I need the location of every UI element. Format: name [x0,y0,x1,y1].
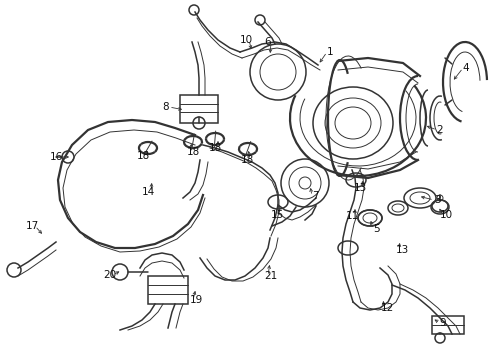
Text: 18: 18 [208,143,221,153]
Text: 2: 2 [437,125,443,135]
Text: 5: 5 [373,224,379,234]
Text: 18: 18 [241,155,254,165]
Text: 10: 10 [240,35,252,45]
Text: 13: 13 [395,245,409,255]
Text: 13: 13 [353,183,367,193]
Text: 18: 18 [186,147,199,157]
Bar [148,276,188,304]
Bar [180,95,218,123]
Text: 18: 18 [136,151,149,161]
Text: 1: 1 [327,47,333,57]
Text: 12: 12 [380,303,393,313]
Text: 16: 16 [49,152,63,162]
Text: 10: 10 [440,210,453,220]
Text: 9: 9 [440,318,446,328]
Text: 8: 8 [163,102,170,112]
Text: 15: 15 [270,210,284,220]
Text: 7: 7 [312,191,318,201]
Bar [432,316,464,334]
Text: 11: 11 [345,211,359,221]
Text: 6: 6 [265,37,271,47]
Text: 20: 20 [103,270,117,280]
Text: 21: 21 [265,271,278,281]
Text: 4: 4 [463,63,469,73]
Text: 3: 3 [434,195,441,205]
Text: 19: 19 [189,295,203,305]
Text: 17: 17 [25,221,39,231]
Text: 14: 14 [142,187,155,197]
